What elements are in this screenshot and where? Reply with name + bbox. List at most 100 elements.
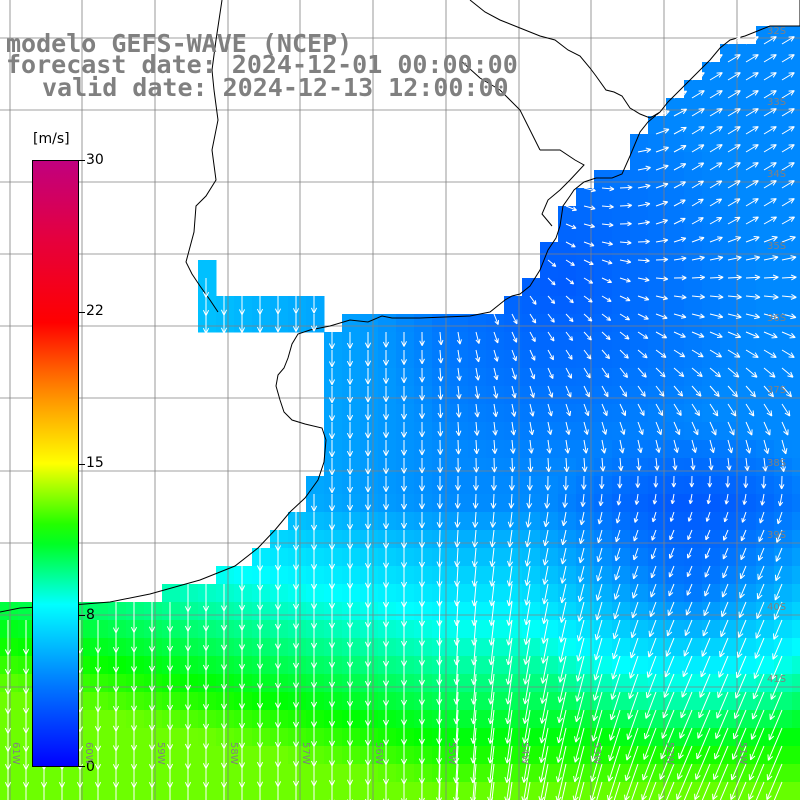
wind-speed-cell: [306, 602, 325, 621]
wind-speed-cell: [306, 728, 325, 747]
lat-label-36s: 36S: [767, 313, 787, 324]
wind-speed-cell: [180, 728, 199, 747]
wind-arrow: [574, 691, 585, 723]
wind-speed-cell: [360, 728, 379, 747]
wind-speed-cell: [540, 548, 559, 567]
wind-arrow: [493, 367, 499, 381]
wind-speed-cell: [720, 242, 739, 261]
wind-speed-cell: [792, 242, 800, 261]
wind-speed-cell: [432, 584, 451, 603]
wind-arrow: [763, 36, 777, 45]
wind-speed-cell: [594, 674, 613, 693]
wind-arrow: [364, 332, 372, 349]
wind-speed-cell: [486, 602, 505, 621]
wind-speed-cell: [324, 728, 343, 747]
wind-speed-cell: [558, 530, 577, 549]
wind-arrow: [648, 781, 657, 800]
wind-arrow: [709, 162, 723, 171]
wind-speed-cell: [630, 152, 649, 171]
wind-speed-cell: [126, 656, 145, 675]
wind-speed-cell: [666, 620, 685, 639]
wind-speed-cell: [414, 494, 433, 513]
wind-arrow: [403, 782, 405, 800]
wind-arrow: [454, 493, 461, 509]
wind-arrow: [475, 349, 481, 363]
wind-arrow: [437, 367, 444, 382]
wind-arrow: [745, 274, 761, 281]
wind-arrow: [508, 475, 515, 491]
wind-speed-cell: [666, 584, 685, 603]
wind-arrow: [400, 494, 408, 510]
wind-speed-cell: [774, 674, 793, 693]
lon-label-56w: 56W: [373, 742, 384, 765]
wind-speed-cell: [342, 548, 361, 567]
wind-arrow: [727, 403, 737, 417]
wind-speed-cell: [342, 440, 361, 459]
wind-speed-cell: [324, 602, 343, 621]
wind-speed-cell: [684, 710, 703, 729]
wind-speed-cell: [774, 548, 793, 567]
lon-label-55w: 55W: [446, 742, 457, 765]
wind-speed-cell: [522, 602, 541, 621]
wind-arrow: [781, 36, 795, 45]
wind-arrow: [631, 601, 639, 619]
wind-speed-cell: [342, 350, 361, 369]
wind-arrow: [673, 217, 686, 225]
wind-speed-cell: [342, 458, 361, 477]
wind-speed-cell: [450, 476, 469, 495]
wind-speed-cell: [648, 206, 667, 225]
wind-arrow: [647, 637, 657, 658]
wind-speed-cell: [612, 530, 631, 549]
wind-arrow: [599, 457, 606, 472]
wind-speed-cell: [720, 710, 739, 729]
wind-arrow: [559, 601, 567, 623]
wind-arrow: [655, 276, 669, 282]
wind-speed-cell: [774, 512, 793, 531]
wind-arrow: [763, 90, 777, 99]
wind-speed-cell: [540, 386, 559, 405]
wind-arrow: [619, 367, 629, 378]
wind-arrow: [781, 235, 796, 243]
wind-speed-cell: [540, 566, 559, 585]
wind-arrow: [590, 727, 603, 763]
wind-speed-cell: [450, 782, 469, 800]
wind-arrow: [349, 782, 351, 800]
wind-speed-cell: [612, 494, 631, 513]
wind-arrow: [779, 475, 785, 490]
wind-arrow: [418, 493, 426, 510]
wind-speed-cell: [738, 656, 757, 675]
wind-arrow: [592, 673, 603, 701]
wind-arrow: [709, 294, 724, 300]
wind-speed-cell: [738, 332, 757, 351]
wind-arrow: [436, 493, 443, 509]
wind-speed-cell: [432, 458, 451, 477]
wind-arrow: [292, 512, 300, 532]
wind-speed-cell: [774, 314, 793, 333]
wind-arrow: [691, 108, 705, 117]
wind-arrow: [615, 511, 621, 524]
wind-speed-cell: [396, 710, 415, 729]
wind-arrow: [691, 72, 705, 81]
colorbar-tickmark: [79, 464, 85, 465]
wind-speed-cell: [504, 494, 523, 513]
wind-speed-cell: [684, 620, 703, 639]
wind-arrow: [642, 727, 657, 760]
wind-speed-cell: [612, 224, 631, 243]
wind-speed-cell: [756, 80, 775, 99]
wind-speed-cell: [342, 620, 361, 639]
wind-speed-cell: [378, 692, 397, 711]
wind-speed-cell: [252, 548, 271, 567]
wind-arrow: [655, 367, 666, 378]
wind-speed-cell: [558, 332, 577, 351]
wind-speed-cell: [414, 422, 433, 441]
wind-speed-cell: [126, 674, 145, 693]
wind-arrow: [655, 110, 670, 117]
wind-speed-cell: [612, 620, 631, 639]
wind-arrow: [719, 637, 729, 658]
wind-arrow: [781, 293, 797, 300]
wind-arrow: [670, 493, 675, 505]
wind-speed-cell: [324, 584, 343, 603]
wind-speed-cell: [288, 728, 307, 747]
wind-speed-cell: [0, 764, 19, 783]
wind-speed-cell: [252, 620, 271, 639]
